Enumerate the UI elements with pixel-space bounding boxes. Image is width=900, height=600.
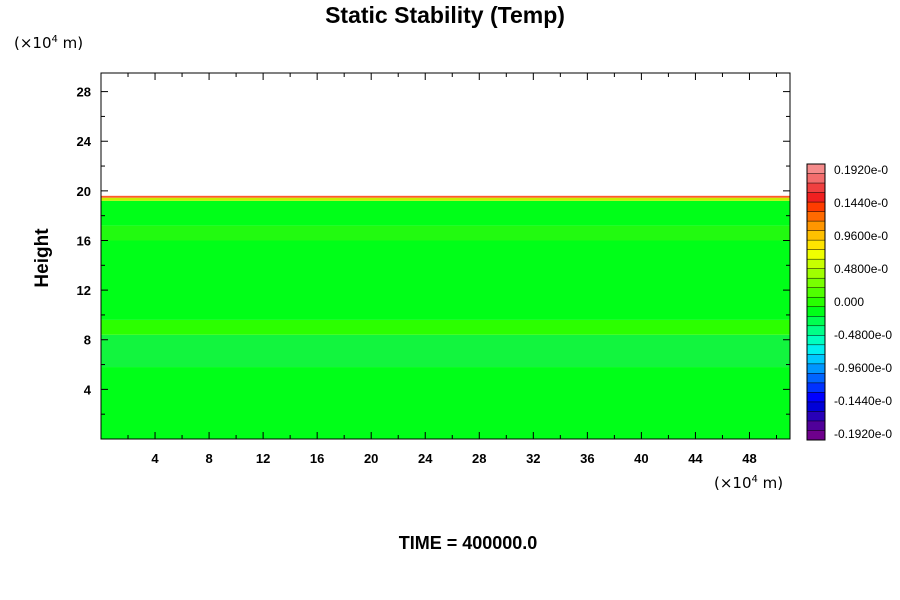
colorbar-swatch xyxy=(807,430,825,441)
colorbar-label: 0.1920e-0 xyxy=(834,163,888,177)
colorbar-swatch xyxy=(807,392,825,403)
heatmap-band-3 xyxy=(101,240,790,320)
heatmap-band-2 xyxy=(101,319,790,335)
x-tick-label: 44 xyxy=(688,451,703,466)
colorbar-swatch xyxy=(807,278,825,289)
colorbar-swatch xyxy=(807,211,825,222)
x-axis-unit: (×104 m) xyxy=(714,474,783,492)
colorbar-swatch xyxy=(807,401,825,412)
colorbar-swatch xyxy=(807,287,825,298)
colorbar-swatch xyxy=(807,344,825,355)
colorbar-label: -0.1920e-0 xyxy=(834,427,892,441)
x-axis-ticks: 4 8 12 16 20 24 28 32 36 40 44 48 xyxy=(127,73,777,466)
colorbar-label: 0.1440e-0 xyxy=(834,196,888,210)
heatmap-band-6 xyxy=(101,197,790,201)
plot-border xyxy=(100,72,791,440)
x-tick-label: 4 xyxy=(151,451,159,466)
y-axis-label: Height xyxy=(32,228,53,288)
colorbar-label: 0.000 xyxy=(834,295,864,309)
colorbar-swatch xyxy=(807,297,825,308)
y-tick-label: 24 xyxy=(77,134,92,149)
x-tick-label: 48 xyxy=(742,451,756,466)
colorbar: 0.1920e-0 0.1440e-0 0.9600e-0 0.4800e-0 0.00… xyxy=(806,163,892,441)
colorbar-label: -0.1440e-0 xyxy=(834,394,892,408)
y-tick-label: 28 xyxy=(77,85,91,100)
colorbar-swatch xyxy=(807,420,825,431)
x-tick-label: 16 xyxy=(310,451,324,466)
y-tick-label: 4 xyxy=(84,382,92,397)
colorbar-swatch xyxy=(807,363,825,374)
heatmap-band-7 xyxy=(101,195,790,198)
colorbar-swatch xyxy=(807,173,825,184)
x-tick-label: 20 xyxy=(364,451,378,466)
colorbar-swatch xyxy=(807,411,825,422)
colorbar-swatch xyxy=(807,268,825,279)
chart-title: Static Stability (Temp) xyxy=(325,2,565,28)
x-tick-label: 40 xyxy=(634,451,648,466)
colorbar-swatch xyxy=(807,306,825,317)
x-tick-label: 8 xyxy=(205,451,212,466)
x-tick-label: 12 xyxy=(256,451,270,466)
colorbar-swatch xyxy=(807,382,825,393)
colorbar-swatch xyxy=(807,373,825,384)
colorbar-swatch xyxy=(807,192,825,203)
colorbar-label: -0.9600e-0 xyxy=(834,361,892,375)
y-tick-label: 16 xyxy=(77,233,91,248)
x-tick-label: 32 xyxy=(526,451,540,466)
colorbar-swatch xyxy=(807,240,825,251)
x-tick-label: 24 xyxy=(418,451,433,466)
time-label: TIME = 400000.0 xyxy=(399,533,538,553)
colorbar-swatch xyxy=(807,183,825,193)
colorbar-swatch xyxy=(807,316,825,327)
y-tick-label: 12 xyxy=(77,283,91,298)
colorbar-border xyxy=(806,163,826,441)
colorbar-swatch xyxy=(807,164,825,174)
heatmap-band-4 xyxy=(101,225,790,241)
colorbar-swatch xyxy=(807,230,825,241)
plot-frame xyxy=(100,72,791,440)
y-axis-unit: (×104 m) xyxy=(14,34,83,52)
x-tick-label: 36 xyxy=(580,451,594,466)
heatmap-band-1 xyxy=(101,334,790,368)
colorbar-swatch xyxy=(807,221,825,232)
y-axis-ticks: 4 8 12 16 20 24 28 xyxy=(77,85,790,415)
colorbar-swatch xyxy=(807,335,825,346)
colorbar-swatch xyxy=(807,202,825,212)
colorbar-swatch xyxy=(807,354,825,365)
y-tick-label: 20 xyxy=(77,184,91,199)
colorbar-swatch xyxy=(807,249,825,260)
heatmap-band-0 xyxy=(101,367,790,439)
colorbar-label: 0.4800e-0 xyxy=(834,262,888,276)
colorbar-label: 0.9600e-0 xyxy=(834,229,888,243)
colorbar-label: -0.4800e-0 xyxy=(834,328,892,342)
y-tick-label: 8 xyxy=(84,333,91,348)
x-tick-label: 28 xyxy=(472,451,486,466)
heatmap-field xyxy=(101,195,790,439)
colorbar-swatch xyxy=(807,325,825,336)
heatmap-band-5 xyxy=(101,200,790,226)
colorbar-swatch xyxy=(807,259,825,270)
